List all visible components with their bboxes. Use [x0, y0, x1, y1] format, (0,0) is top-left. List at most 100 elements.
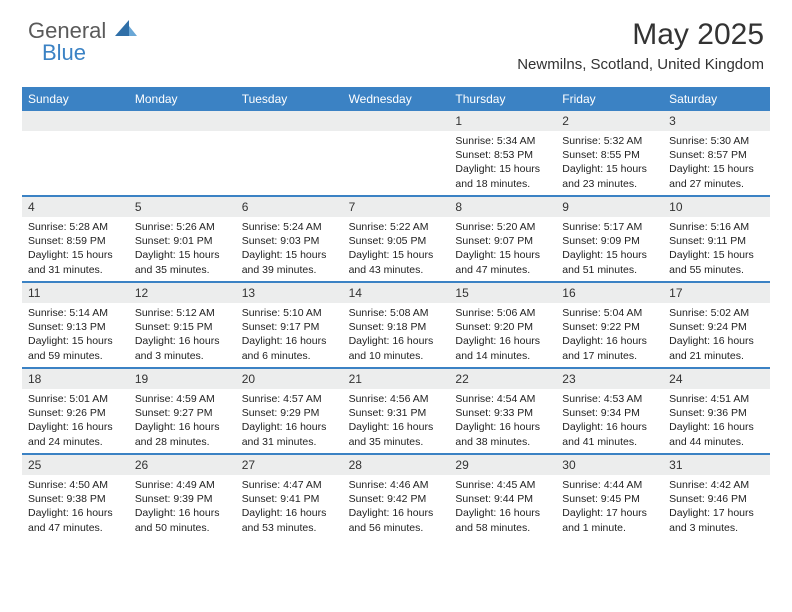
sunset-line: Sunset: 9:29 PM [242, 406, 337, 420]
day-details: Sunrise: 5:20 AMSunset: 9:07 PMDaylight:… [449, 217, 556, 281]
day-number-band: 28 [343, 455, 450, 475]
sunset-line: Sunset: 9:22 PM [562, 320, 657, 334]
day-number-band: 24 [663, 369, 770, 389]
weekday-saturday: Saturday [663, 87, 770, 111]
day-details: Sunrise: 4:46 AMSunset: 9:42 PMDaylight:… [343, 475, 450, 539]
daylight-line: Daylight: 16 hours and 3 minutes. [135, 334, 230, 362]
daylight-line: Daylight: 15 hours and 59 minutes. [28, 334, 123, 362]
sunset-line: Sunset: 9:24 PM [669, 320, 764, 334]
day-number-band [236, 111, 343, 131]
calendar-cell: 28Sunrise: 4:46 AMSunset: 9:42 PMDayligh… [343, 455, 450, 539]
sunset-line: Sunset: 9:34 PM [562, 406, 657, 420]
calendar-cell: 24Sunrise: 4:51 AMSunset: 9:36 PMDayligh… [663, 369, 770, 453]
brand-blue: Blue [42, 40, 137, 66]
calendar-cell: 27Sunrise: 4:47 AMSunset: 9:41 PMDayligh… [236, 455, 343, 539]
calendar-cell: 3Sunrise: 5:30 AMSunset: 8:57 PMDaylight… [663, 111, 770, 195]
sunrise-line: Sunrise: 5:04 AM [562, 306, 657, 320]
daylight-line: Daylight: 16 hours and 35 minutes. [349, 420, 444, 448]
day-number-band: 26 [129, 455, 236, 475]
sunset-line: Sunset: 8:55 PM [562, 148, 657, 162]
sunset-line: Sunset: 8:57 PM [669, 148, 764, 162]
sunset-line: Sunset: 9:31 PM [349, 406, 444, 420]
daylight-line: Daylight: 16 hours and 56 minutes. [349, 506, 444, 534]
calendar-cell: 9Sunrise: 5:17 AMSunset: 9:09 PMDaylight… [556, 197, 663, 281]
sunset-line: Sunset: 9:26 PM [28, 406, 123, 420]
day-details: Sunrise: 5:06 AMSunset: 9:20 PMDaylight:… [449, 303, 556, 367]
calendar-cell: 15Sunrise: 5:06 AMSunset: 9:20 PMDayligh… [449, 283, 556, 367]
daylight-line: Daylight: 15 hours and 31 minutes. [28, 248, 123, 276]
calendar-cell: 8Sunrise: 5:20 AMSunset: 9:07 PMDaylight… [449, 197, 556, 281]
sunset-line: Sunset: 9:27 PM [135, 406, 230, 420]
sunrise-line: Sunrise: 5:06 AM [455, 306, 550, 320]
day-number-band: 20 [236, 369, 343, 389]
day-details [236, 131, 343, 138]
brand-sail-icon [115, 20, 137, 38]
day-number-band: 21 [343, 369, 450, 389]
day-number-band: 15 [449, 283, 556, 303]
sunrise-line: Sunrise: 5:26 AM [135, 220, 230, 234]
day-number-band: 3 [663, 111, 770, 131]
calendar-cell: 23Sunrise: 4:53 AMSunset: 9:34 PMDayligh… [556, 369, 663, 453]
sunset-line: Sunset: 9:03 PM [242, 234, 337, 248]
sunset-line: Sunset: 9:36 PM [669, 406, 764, 420]
sunrise-line: Sunrise: 4:51 AM [669, 392, 764, 406]
month-title: May 2025 [517, 18, 764, 52]
calendar-cell: 17Sunrise: 5:02 AMSunset: 9:24 PMDayligh… [663, 283, 770, 367]
day-number-band: 9 [556, 197, 663, 217]
day-number-band: 19 [129, 369, 236, 389]
day-details: Sunrise: 4:42 AMSunset: 9:46 PMDaylight:… [663, 475, 770, 539]
day-details: Sunrise: 4:54 AMSunset: 9:33 PMDaylight:… [449, 389, 556, 453]
day-details: Sunrise: 5:14 AMSunset: 9:13 PMDaylight:… [22, 303, 129, 367]
weekday-header: SundayMondayTuesdayWednesdayThursdayFrid… [22, 87, 770, 111]
sunrise-line: Sunrise: 4:42 AM [669, 478, 764, 492]
weekday-wednesday: Wednesday [343, 87, 450, 111]
sunset-line: Sunset: 9:41 PM [242, 492, 337, 506]
daylight-line: Daylight: 15 hours and 43 minutes. [349, 248, 444, 276]
sunrise-line: Sunrise: 5:01 AM [28, 392, 123, 406]
day-number-band: 30 [556, 455, 663, 475]
sunset-line: Sunset: 9:46 PM [669, 492, 764, 506]
daylight-line: Daylight: 16 hours and 14 minutes. [455, 334, 550, 362]
sunrise-line: Sunrise: 4:56 AM [349, 392, 444, 406]
brand-logo: General Blue [28, 18, 137, 66]
sunrise-line: Sunrise: 4:45 AM [455, 478, 550, 492]
daylight-line: Daylight: 17 hours and 3 minutes. [669, 506, 764, 534]
daylight-line: Daylight: 16 hours and 50 minutes. [135, 506, 230, 534]
day-details: Sunrise: 5:28 AMSunset: 8:59 PMDaylight:… [22, 217, 129, 281]
daylight-line: Daylight: 16 hours and 31 minutes. [242, 420, 337, 448]
day-details [129, 131, 236, 138]
day-details: Sunrise: 5:12 AMSunset: 9:15 PMDaylight:… [129, 303, 236, 367]
sunset-line: Sunset: 9:38 PM [28, 492, 123, 506]
calendar-cell: 10Sunrise: 5:16 AMSunset: 9:11 PMDayligh… [663, 197, 770, 281]
sunrise-line: Sunrise: 5:02 AM [669, 306, 764, 320]
daylight-line: Daylight: 15 hours and 23 minutes. [562, 162, 657, 190]
day-number-band: 31 [663, 455, 770, 475]
sunset-line: Sunset: 9:15 PM [135, 320, 230, 334]
day-details: Sunrise: 5:34 AMSunset: 8:53 PMDaylight:… [449, 131, 556, 195]
sunrise-line: Sunrise: 4:53 AM [562, 392, 657, 406]
day-details: Sunrise: 4:49 AMSunset: 9:39 PMDaylight:… [129, 475, 236, 539]
sunset-line: Sunset: 9:09 PM [562, 234, 657, 248]
calendar-cell: 2Sunrise: 5:32 AMSunset: 8:55 PMDaylight… [556, 111, 663, 195]
daylight-line: Daylight: 16 hours and 10 minutes. [349, 334, 444, 362]
weekday-friday: Friday [556, 87, 663, 111]
calendar-week: 4Sunrise: 5:28 AMSunset: 8:59 PMDaylight… [22, 195, 770, 281]
sunrise-line: Sunrise: 5:14 AM [28, 306, 123, 320]
sunset-line: Sunset: 8:53 PM [455, 148, 550, 162]
day-details: Sunrise: 5:17 AMSunset: 9:09 PMDaylight:… [556, 217, 663, 281]
day-details: Sunrise: 4:50 AMSunset: 9:38 PMDaylight:… [22, 475, 129, 539]
sunset-line: Sunset: 9:42 PM [349, 492, 444, 506]
sunrise-line: Sunrise: 5:34 AM [455, 134, 550, 148]
calendar-cell: 14Sunrise: 5:08 AMSunset: 9:18 PMDayligh… [343, 283, 450, 367]
calendar-cell: 11Sunrise: 5:14 AMSunset: 9:13 PMDayligh… [22, 283, 129, 367]
day-number-band: 25 [22, 455, 129, 475]
daylight-line: Daylight: 16 hours and 24 minutes. [28, 420, 123, 448]
day-number-band: 23 [556, 369, 663, 389]
day-details: Sunrise: 4:44 AMSunset: 9:45 PMDaylight:… [556, 475, 663, 539]
day-number-band [129, 111, 236, 131]
sunset-line: Sunset: 9:05 PM [349, 234, 444, 248]
sunrise-line: Sunrise: 5:20 AM [455, 220, 550, 234]
calendar-cell: 31Sunrise: 4:42 AMSunset: 9:46 PMDayligh… [663, 455, 770, 539]
day-details [343, 131, 450, 138]
day-number-band: 13 [236, 283, 343, 303]
